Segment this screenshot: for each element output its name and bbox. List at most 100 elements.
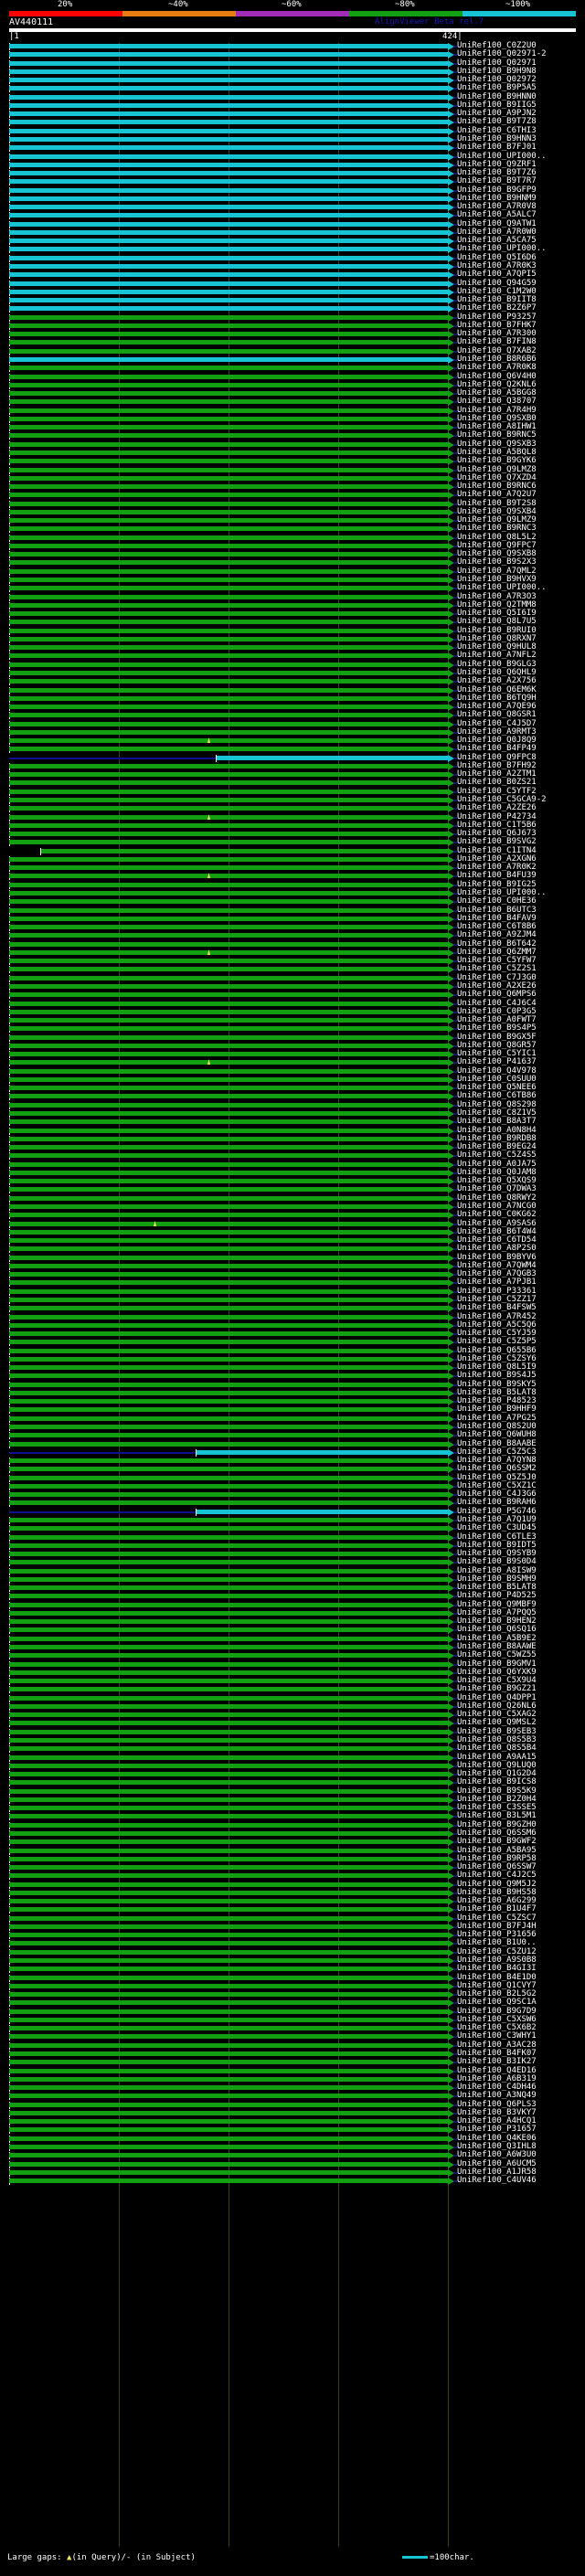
hsp-bar[interactable] xyxy=(9,569,448,574)
hit-accession-label[interactable]: UniRef100_B9GFP9 xyxy=(457,186,537,195)
hsp-bar[interactable] xyxy=(9,1933,448,1937)
hsp-bar[interactable] xyxy=(9,163,448,167)
alignment-row[interactable]: UniRef100_B3IK27 xyxy=(0,2058,585,2066)
hsp-bar[interactable] xyxy=(9,213,448,217)
hsp-bar[interactable] xyxy=(9,230,448,235)
hit-accession-label[interactable]: UniRef100_Q6SQ16 xyxy=(457,1625,537,1634)
hsp-bar[interactable] xyxy=(9,560,448,565)
hit-accession-label[interactable]: UniRef100_Q8GR57 xyxy=(457,1041,537,1050)
hsp-bar[interactable] xyxy=(9,1119,448,1124)
hit-accession-label[interactable]: UniRef100_B9HNN3 xyxy=(457,134,537,143)
hsp-bar[interactable] xyxy=(9,764,448,769)
hit-accession-label[interactable]: UniRef100_Q02971-2 xyxy=(457,49,547,58)
alignment-row[interactable]: UniRef100_B9GFP9 xyxy=(0,186,585,195)
hit-accession-label[interactable]: UniRef100_C4J6C4 xyxy=(457,999,537,1008)
hsp-bar[interactable] xyxy=(9,111,448,116)
hit-accession-label[interactable]: UniRef100_B9SEB3 xyxy=(457,1727,537,1736)
hsp-bar[interactable] xyxy=(9,332,448,336)
hsp-bar[interactable] xyxy=(9,1002,448,1006)
alignment-row[interactable]: UniRef100_A5C5Q6 xyxy=(0,1320,585,1330)
hit-accession-label[interactable]: UniRef100_Q4DPP1 xyxy=(457,1693,537,1702)
hsp-bar[interactable] xyxy=(9,1289,448,1294)
hsp-bar[interactable] xyxy=(9,78,448,82)
alignment-row[interactable]: UniRef100_C6TLE3 xyxy=(0,1533,585,1542)
alignment-row[interactable]: UniRef100_Q9MSL2 xyxy=(0,1719,585,1727)
hsp-bar[interactable] xyxy=(9,399,448,404)
hsp-bar[interactable] xyxy=(9,959,448,963)
hsp-bar[interactable] xyxy=(9,1899,448,1903)
alignment-row[interactable]: UniRef100_C5XAG2 xyxy=(0,1711,585,1719)
hsp-bar[interactable] xyxy=(9,323,448,328)
hit-accession-label[interactable]: UniRef100_Q4KE06 xyxy=(457,2134,537,2143)
alignment-row[interactable]: UniRef100_Q8S298 xyxy=(0,1101,585,1109)
hit-accession-label[interactable]: UniRef100_Q8L7U5 xyxy=(457,617,537,626)
alignment-row[interactable]: UniRef100_B6UTC3 xyxy=(0,906,585,915)
alignment-row[interactable]: UniRef100_A6G299 xyxy=(0,1897,585,1905)
hit-accession-label[interactable]: UniRef100_C5Z5P5 xyxy=(457,1337,537,1346)
alignment-row[interactable]: UniRef100_A5ALC7 xyxy=(0,211,585,219)
hsp-bar[interactable] xyxy=(9,120,448,124)
hit-accession-label[interactable]: UniRef100_B6UTC3 xyxy=(457,906,537,915)
alignment-row[interactable]: UniRef100_B9T7R7 xyxy=(0,177,585,186)
alignment-row[interactable]: UniRef100_B3VKY7 xyxy=(0,2109,585,2117)
hsp-bar[interactable] xyxy=(9,2103,448,2107)
hit-accession-label[interactable]: UniRef100_C3WHY1 xyxy=(457,2031,537,2041)
alignment-row[interactable]: UniRef100_C5YJ59 xyxy=(0,1330,585,1338)
hit-accession-label[interactable]: UniRef100_A9ZJM4 xyxy=(457,930,537,939)
hit-accession-label[interactable]: UniRef100_A7PG25 xyxy=(457,1414,537,1423)
hsp-bar[interactable] xyxy=(9,408,448,413)
hsp-bar[interactable] xyxy=(9,1111,448,1116)
hsp-bar[interactable] xyxy=(9,1094,448,1098)
alignment-row[interactable]: UniRef100_B9S4J5 xyxy=(0,1372,585,1380)
alignment-row[interactable]: UniRef100_Q9LUQ0 xyxy=(0,1762,585,1770)
hit-accession-label[interactable]: UniRef100_B9ICS8 xyxy=(457,1777,537,1786)
alignment-row[interactable]: UniRef100_A7QYN8 xyxy=(0,1457,585,1465)
alignment-row[interactable]: UniRef100_C5WZ55 xyxy=(0,1651,585,1659)
hsp-bar[interactable] xyxy=(9,2119,448,2124)
alignment-row[interactable]: UniRef100_C8Z1V5 xyxy=(0,1109,585,1118)
hit-accession-label[interactable]: UniRef100_Q5Z5J0 xyxy=(457,1473,537,1482)
hit-accession-label[interactable]: UniRef100_C5X9U4 xyxy=(457,1676,537,1685)
hsp-bar[interactable] xyxy=(9,154,448,159)
hit-accession-label[interactable]: UniRef100_A7NCG0 xyxy=(457,1202,537,1211)
alignment-row[interactable]: UniRef100_Q9FPC8 xyxy=(0,754,585,762)
hit-accession-label[interactable]: UniRef100_Q6ZMM7 xyxy=(457,948,537,957)
hit-accession-label[interactable]: UniRef100_C0HE36 xyxy=(457,896,537,906)
hsp-bar[interactable] xyxy=(9,2069,448,2073)
hsp-bar[interactable] xyxy=(9,1044,448,1048)
hit-accession-label[interactable]: UniRef100_B9T7Z6 xyxy=(457,168,537,177)
hit-accession-label[interactable]: UniRef100_A5C5Q6 xyxy=(457,1320,537,1330)
hit-accession-label[interactable]: UniRef100_A9S0B8 xyxy=(457,1956,537,1965)
hit-accession-label[interactable]: UniRef100_P33361 xyxy=(457,1287,537,1296)
alignment-row[interactable]: UniRef100_A7R300 xyxy=(0,330,585,338)
alignment-row[interactable]: UniRef100_B9EG24 xyxy=(0,1143,585,1151)
alignment-row[interactable]: UniRef100_B7FJ4H xyxy=(0,1923,585,1931)
alignment-row[interactable]: UniRef100_UPI000.. xyxy=(0,584,585,592)
hsp-bar[interactable] xyxy=(9,917,448,921)
hit-accession-label[interactable]: UniRef100_Q9LMZ9 xyxy=(457,515,537,525)
alignment-row[interactable]: UniRef100_A2ZTM1 xyxy=(0,770,585,779)
alignment-row[interactable]: UniRef100_Q8L5I9 xyxy=(0,1363,585,1372)
hsp-bar[interactable] xyxy=(9,103,448,108)
hsp-bar[interactable] xyxy=(9,1179,448,1183)
hsp-bar[interactable] xyxy=(9,1052,448,1056)
hit-accession-label[interactable]: UniRef100_A7PQQ5 xyxy=(457,1608,537,1617)
hsp-bar[interactable] xyxy=(9,2094,448,2098)
hsp-bar[interactable] xyxy=(9,806,448,811)
hsp-bar[interactable] xyxy=(9,518,448,523)
hsp-bar[interactable] xyxy=(9,417,448,421)
alignment-row[interactable]: UniRef100_Q5Z5J0 xyxy=(0,1473,585,1482)
alignment-row[interactable]: UniRef100_B9HHF9 xyxy=(0,1405,585,1414)
alignment-row[interactable]: UniRef100_C6T8B6 xyxy=(0,923,585,931)
hit-accession-label[interactable]: UniRef100_B9S4P5 xyxy=(457,1023,537,1033)
hsp-bar[interactable] xyxy=(9,69,448,74)
alignment-row[interactable]: UniRef100_B4FK07 xyxy=(0,2050,585,2058)
hsp-bar[interactable] xyxy=(9,942,448,947)
hit-accession-label[interactable]: UniRef100_Q6QHL9 xyxy=(457,668,537,677)
hit-accession-label[interactable]: UniRef100_A7R0W0 xyxy=(457,228,537,237)
hit-accession-label[interactable]: UniRef100_Q02972 xyxy=(457,75,537,84)
hsp-bar[interactable] xyxy=(9,1272,448,1277)
hit-accession-label[interactable]: UniRef100_Q9MBF9 xyxy=(457,1600,537,1609)
alignment-row[interactable]: UniRef100_B2Z6P7 xyxy=(0,304,585,313)
alignment-row[interactable]: UniRef100_B9T7Z8 xyxy=(0,118,585,126)
